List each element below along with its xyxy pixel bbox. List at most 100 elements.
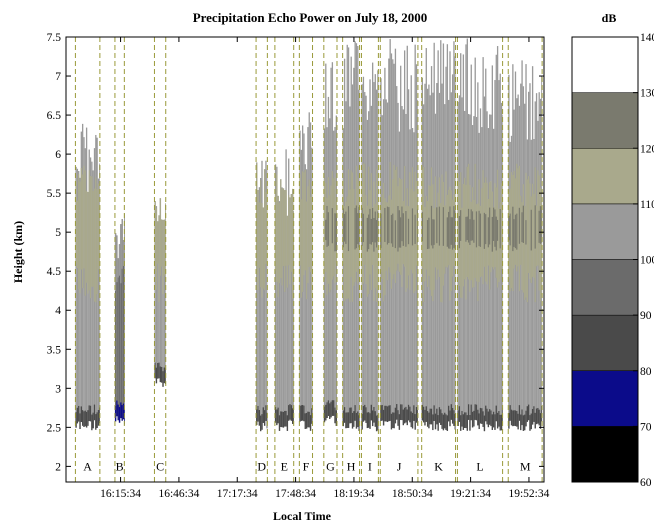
echo-band bbox=[474, 163, 476, 278]
y-axis-ticks: 2 2.5 3 3.5 4 4.5 5 5.5 6 6.5 7 7.5 bbox=[47, 32, 544, 473]
segment-label-c: C bbox=[156, 459, 164, 473]
echo-column bbox=[92, 170, 94, 429]
echo-fringe bbox=[79, 413, 81, 430]
echo-band bbox=[465, 184, 467, 300]
echo-band bbox=[303, 172, 305, 276]
segment-label-j: J bbox=[397, 459, 402, 473]
echo-fringe bbox=[425, 406, 427, 422]
echo-fringe bbox=[92, 412, 94, 429]
echo-band bbox=[260, 180, 262, 288]
segment-label-e: E bbox=[281, 459, 288, 473]
y-tick-label: 3.5 bbox=[47, 344, 62, 356]
echo-band bbox=[292, 188, 294, 300]
echo-band bbox=[84, 170, 86, 296]
echo-band bbox=[365, 195, 367, 285]
echo-band bbox=[424, 206, 426, 282]
echo-fringe bbox=[85, 411, 88, 428]
echo-core bbox=[400, 217, 402, 248]
echo-fringe bbox=[333, 400, 335, 416]
echo-band bbox=[535, 205, 538, 267]
echo-band bbox=[92, 190, 94, 287]
echo-core bbox=[493, 207, 495, 241]
echo-band bbox=[285, 190, 287, 266]
echo-band bbox=[409, 172, 411, 290]
echo-fringe bbox=[385, 405, 387, 422]
echo-column bbox=[78, 170, 80, 422]
echo-core bbox=[483, 212, 486, 249]
echo-band bbox=[434, 176, 437, 268]
echo-fringe bbox=[309, 415, 312, 431]
echo-fringe bbox=[449, 410, 451, 427]
echo-band bbox=[537, 170, 539, 266]
echo-core bbox=[366, 217, 369, 252]
x-tick-label: 17:48:34 bbox=[275, 488, 316, 500]
echo-fringe bbox=[347, 412, 350, 428]
echo-band bbox=[351, 172, 354, 302]
echo-fringe bbox=[514, 410, 517, 427]
echo-core bbox=[471, 211, 474, 241]
echo-band bbox=[385, 201, 387, 271]
echo-core bbox=[518, 207, 521, 244]
echo-fringe bbox=[494, 414, 496, 430]
colorbar-bin bbox=[571, 259, 639, 316]
echo-core bbox=[539, 206, 542, 244]
echo-band bbox=[308, 179, 310, 268]
echo-column bbox=[277, 195, 279, 424]
echo-core bbox=[361, 207, 363, 247]
echo-column bbox=[265, 160, 267, 421]
colorbar-tick-label: 120 bbox=[640, 143, 654, 155]
echo-band bbox=[79, 181, 81, 294]
echo-fringe bbox=[392, 412, 394, 428]
echo-band bbox=[91, 176, 93, 287]
echo-column bbox=[114, 233, 117, 422]
echo-fringe bbox=[278, 415, 281, 431]
echo-core bbox=[358, 206, 360, 248]
echo-fringe bbox=[390, 413, 393, 430]
echo-band bbox=[396, 166, 398, 271]
echo-band bbox=[422, 166, 425, 302]
echo-core bbox=[522, 205, 525, 243]
echo-fringe bbox=[368, 412, 370, 428]
echo-band bbox=[490, 181, 492, 273]
echo-band bbox=[85, 191, 88, 283]
echo-fringe bbox=[525, 410, 527, 427]
echo-core bbox=[355, 205, 358, 249]
echo-band bbox=[528, 176, 530, 274]
echo-core bbox=[466, 216, 468, 241]
echo-column bbox=[121, 219, 123, 421]
echo-core bbox=[436, 207, 438, 244]
echo-column bbox=[537, 120, 539, 424]
echo-fringe bbox=[474, 404, 476, 420]
echo-fringe bbox=[397, 410, 399, 426]
echo-region-f bbox=[299, 112, 313, 431]
segment-label-d: D bbox=[257, 459, 266, 473]
echo-fringe bbox=[355, 412, 358, 429]
echo-band bbox=[477, 203, 479, 302]
echo-fringe bbox=[405, 406, 407, 423]
echo-region-h bbox=[342, 41, 360, 431]
echo-fringe bbox=[432, 414, 434, 431]
echo-core bbox=[345, 211, 347, 244]
echo-fringe bbox=[485, 405, 487, 422]
echo-fringe bbox=[163, 367, 165, 384]
echo-band bbox=[293, 211, 294, 277]
echo-core bbox=[513, 219, 515, 247]
echo-band bbox=[413, 191, 415, 294]
echo-band bbox=[382, 182, 385, 302]
echo-band bbox=[116, 235, 118, 283]
echo-band bbox=[531, 183, 534, 277]
echo-band bbox=[276, 174, 278, 282]
echo-fringe bbox=[346, 412, 348, 429]
echo-band bbox=[329, 195, 331, 293]
echo-fringe bbox=[95, 414, 97, 430]
echo-core bbox=[516, 213, 518, 250]
echo-fringe bbox=[154, 362, 156, 379]
echo-core bbox=[392, 213, 394, 247]
echo-fringe bbox=[438, 407, 441, 423]
echo-fringe bbox=[524, 414, 526, 431]
echo-band bbox=[304, 169, 306, 271]
echo-fringe bbox=[458, 406, 461, 422]
echo-fringe bbox=[436, 408, 438, 425]
echo-fringe bbox=[256, 409, 258, 425]
echo-band bbox=[529, 183, 531, 280]
